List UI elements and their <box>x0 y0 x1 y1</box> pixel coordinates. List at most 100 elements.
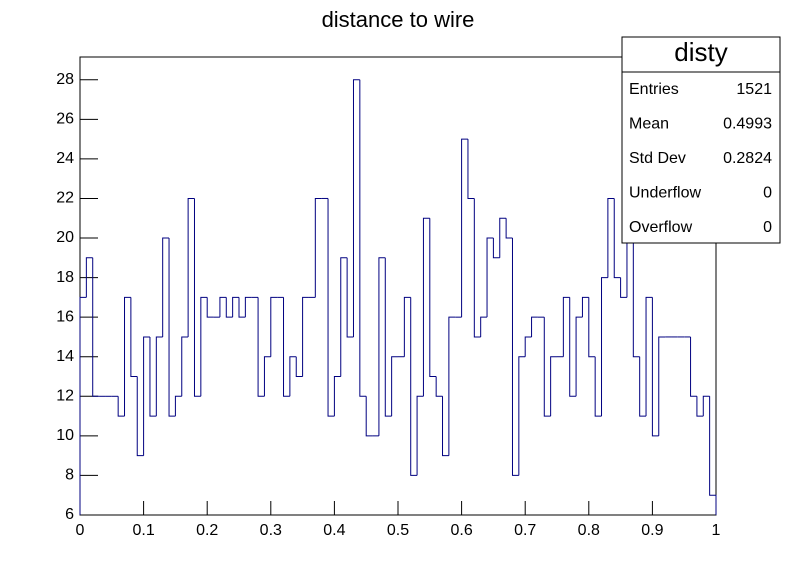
histogram-bin <box>174 395 182 417</box>
histogram-bin <box>696 396 704 417</box>
y-tick-label: 12 <box>56 388 74 405</box>
plot-frame <box>79 56 717 516</box>
histogram-bin <box>130 297 138 378</box>
stats-value: 1521 <box>736 81 772 98</box>
histogram-bin <box>531 316 538 337</box>
stats-label: Std Dev <box>629 150 686 167</box>
histogram-bin <box>289 356 297 397</box>
histogram-bin <box>639 356 647 417</box>
histogram-bin <box>359 79 367 397</box>
stats-label: Mean <box>629 116 669 133</box>
histogram-bin <box>569 297 577 397</box>
histogram-bin <box>505 218 513 239</box>
histogram-bin <box>168 238 176 417</box>
histogram-bin <box>410 297 418 476</box>
y-tick-label: 8 <box>65 467 74 484</box>
stats-label: Underflow <box>629 185 701 202</box>
chart-title: distance to wire <box>322 7 475 32</box>
stats-label: Entries <box>629 81 679 98</box>
histogram-bin <box>492 238 500 259</box>
histogram-bin <box>429 218 437 378</box>
histogram-bin <box>378 257 386 436</box>
x-tick-label: 1 <box>712 522 721 539</box>
histogram-bin <box>581 296 589 318</box>
histogram-bin <box>85 257 93 298</box>
histogram-bin <box>709 396 717 515</box>
x-tick-label: 0.9 <box>641 522 663 539</box>
histogram-bin <box>352 79 360 337</box>
y-tick-label: 24 <box>56 150 74 167</box>
histogram-bin <box>601 277 608 417</box>
histogram-bin <box>302 296 309 377</box>
x-tick-label: 0.5 <box>387 522 409 539</box>
histogram-bin <box>346 257 354 338</box>
histogram-bin <box>232 296 239 318</box>
histogram-bin <box>143 336 150 456</box>
histogram-bin <box>435 376 443 397</box>
histogram-bin <box>136 376 144 457</box>
histogram-bin <box>124 296 131 417</box>
histogram-bin <box>613 198 621 279</box>
stats-value: 0 <box>763 185 772 202</box>
histogram-bin <box>270 296 278 357</box>
y-tick-label: 14 <box>56 348 74 365</box>
histogram-bin <box>384 257 392 417</box>
histogram-bin <box>620 277 627 298</box>
histogram-bin <box>283 297 290 397</box>
histogram-bin <box>524 336 532 357</box>
histogram-bin <box>219 296 227 318</box>
histogram-bin <box>333 376 341 417</box>
histogram-bin <box>117 396 125 417</box>
stats-box: disty Entries 1521 Mean 0.4993 Std Dev 0.2824… <box>621 36 781 244</box>
histogram-bin <box>651 297 659 437</box>
histogram-bin <box>594 356 602 417</box>
histogram-bin <box>442 396 449 457</box>
y-tick-label: 20 <box>56 229 74 246</box>
histogram-bin <box>314 197 322 298</box>
histogram-bin <box>473 198 481 338</box>
histogram-bin <box>499 217 507 258</box>
histogram-bin <box>155 336 163 417</box>
histogram-bin <box>416 395 424 476</box>
histogram-bin <box>645 296 653 417</box>
histogram-bin <box>461 138 468 318</box>
histogram-bin <box>575 316 583 397</box>
histogram-bin <box>448 316 456 456</box>
stats-value: 0 <box>763 219 772 236</box>
histogram-bin <box>193 198 201 397</box>
y-tick-label: 18 <box>56 269 74 286</box>
histogram-bin <box>588 297 596 358</box>
x-tick-label: 0.4 <box>323 522 345 539</box>
y-tick-label: 6 <box>65 506 74 523</box>
x-tick-label: 0.7 <box>514 522 536 539</box>
histogram-bin <box>206 297 214 318</box>
histogram-bin <box>238 297 246 318</box>
histogram-bin <box>225 297 233 318</box>
histogram-bin <box>518 356 526 476</box>
stats-frame <box>621 36 781 244</box>
x-tick-label: 0.3 <box>260 522 282 539</box>
histogram-bin <box>658 336 666 436</box>
histogram-bin <box>257 297 265 397</box>
y-tick-label: 28 <box>56 71 74 88</box>
y-tick-label: 16 <box>56 308 74 325</box>
histogram-bin <box>295 356 303 378</box>
stats-label: Overflow <box>629 219 693 236</box>
histogram-bin <box>187 197 195 337</box>
histogram-bin <box>327 198 335 417</box>
histogram-bin <box>244 296 252 318</box>
stats-value: 0.4993 <box>723 116 772 133</box>
histogram-bin <box>365 396 373 437</box>
x-tick-label: 0.2 <box>196 522 218 539</box>
x-tick-label: 0 <box>76 522 85 539</box>
x-tick-label: 0.6 <box>450 522 472 539</box>
histogram-bin <box>511 238 519 476</box>
x-tick-label: 0.8 <box>578 522 600 539</box>
y-tick-label: 22 <box>56 190 74 207</box>
histogram-bin <box>486 237 494 318</box>
histogram-bin <box>480 316 488 337</box>
y-tick-label: 10 <box>56 427 74 444</box>
histogram-bin <box>702 395 710 417</box>
